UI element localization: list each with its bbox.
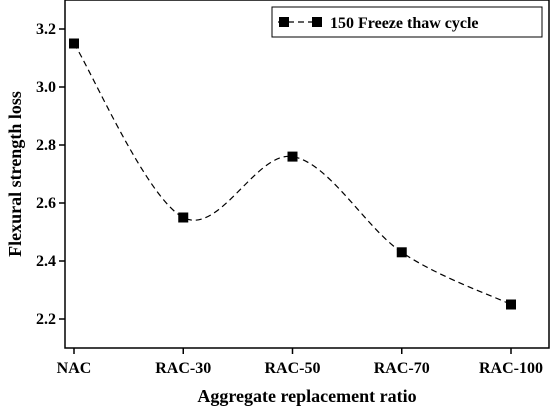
- y-axis: 2.2 2.4 2.6 2.8 3.0 3.2: [36, 21, 65, 328]
- x-tick-label: RAC-50: [265, 360, 321, 377]
- data-point: [287, 151, 298, 162]
- data-point: [69, 38, 79, 49]
- x-tick-label: NAC: [57, 360, 92, 377]
- y-tick-label: 2.2: [36, 311, 56, 328]
- y-tick-label: 3.0: [36, 79, 56, 96]
- y-tick-label: 2.4: [36, 253, 56, 270]
- y-tick-label: 2.8: [36, 137, 56, 154]
- series-markers: [69, 38, 516, 310]
- y-tick-label: 3.2: [36, 21, 56, 38]
- y-tick-label: 2.6: [36, 195, 56, 212]
- plot-frame: [64, 0, 550, 349]
- x-tick-label: RAC-70: [374, 360, 430, 377]
- y-axis-title: Flexural strength loss: [5, 91, 25, 257]
- x-tick-label: RAC-30: [155, 360, 211, 377]
- legend: 150 Freeze thaw cycle: [271, 6, 543, 38]
- legend-label: 150 Freeze thaw cycle: [330, 15, 479, 32]
- x-tick-label: RAC-100: [479, 360, 543, 377]
- data-point: [178, 212, 189, 223]
- x-axis: NAC RAC-30 RAC-50 RAC-70 RAC-100: [57, 348, 543, 377]
- legend-marker-left: [279, 17, 289, 27]
- data-point: [506, 299, 516, 310]
- series-line: [73, 43, 512, 306]
- x-axis-title: Aggregate replacement ratio: [197, 386, 416, 406]
- legend-marker-right: [312, 17, 322, 27]
- data-point: [396, 247, 407, 258]
